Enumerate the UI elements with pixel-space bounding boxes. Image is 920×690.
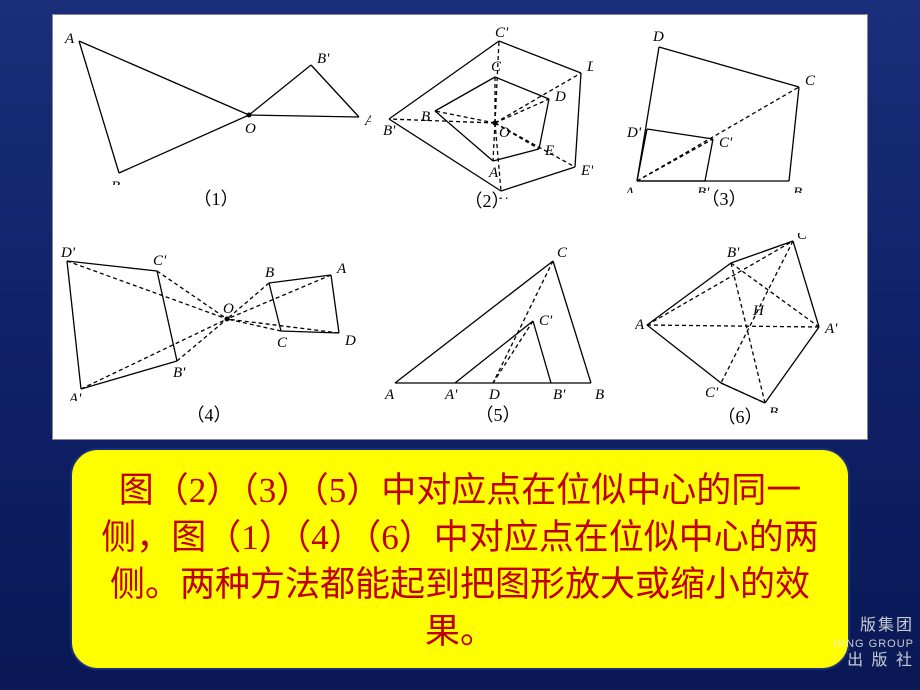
figure-panel: A B O B' A' （1） B' B A A' E E' D D' C C' O （2） A B B' C' C… bbox=[52, 14, 868, 440]
svg-text:E': E' bbox=[580, 163, 593, 179]
figure-6: AA'CC'BB'H （6） bbox=[635, 233, 845, 429]
svg-text:B: B bbox=[421, 109, 430, 125]
figure-3: ABB'C'CDD' （3） bbox=[619, 21, 829, 209]
svg-text:A: A bbox=[488, 165, 499, 181]
svg-text:C': C' bbox=[153, 253, 167, 269]
svg-text:O: O bbox=[499, 125, 510, 141]
svg-text:C: C bbox=[491, 59, 502, 75]
svg-text:B: B bbox=[595, 387, 604, 401]
svg-text:D: D bbox=[488, 387, 500, 401]
watermark: 版集团 HING GROUP 出 版 社 bbox=[833, 616, 914, 672]
figure-1-label: （1） bbox=[61, 185, 371, 211]
svg-text:B': B' bbox=[553, 387, 566, 401]
svg-text:A: A bbox=[635, 317, 645, 333]
svg-text:D: D bbox=[554, 89, 566, 105]
svg-text:D': D' bbox=[60, 245, 76, 261]
svg-text:E: E bbox=[544, 143, 554, 159]
svg-text:C: C bbox=[557, 245, 568, 261]
figure-5: A B C A' B' C' D （5） bbox=[383, 241, 613, 429]
svg-text:C': C' bbox=[495, 25, 509, 41]
caption-text: 图（2）（3）（5）中对应点在位似中心的同一侧，图（1）（4）（6）中对应点在位… bbox=[94, 467, 826, 656]
svg-text:C: C bbox=[277, 335, 288, 351]
svg-text:A: A bbox=[384, 387, 395, 401]
svg-text:B': B' bbox=[317, 51, 330, 67]
svg-text:C': C' bbox=[539, 313, 553, 329]
svg-text:C': C' bbox=[705, 385, 719, 401]
caption-box: 图（2）（3）（5）中对应点在位似中心的同一侧，图（1）（4）（6）中对应点在位… bbox=[70, 448, 850, 670]
svg-text:B': B' bbox=[383, 123, 396, 139]
figure-4-label: （4） bbox=[59, 401, 359, 427]
svg-text:A': A' bbox=[824, 321, 838, 337]
watermark-line2: HING GROUP bbox=[833, 637, 914, 651]
svg-text:O: O bbox=[223, 301, 234, 317]
svg-text:D: D bbox=[652, 29, 664, 45]
figure-2: B'BAA'EE'DD'CC'O （2） bbox=[381, 21, 593, 209]
svg-text:D': D' bbox=[586, 59, 593, 75]
svg-text:B: B bbox=[265, 265, 274, 281]
watermark-line1: 版集团 bbox=[833, 616, 914, 637]
figure-2-label: （2） bbox=[381, 187, 593, 213]
svg-text:O: O bbox=[245, 121, 256, 137]
svg-text:H: H bbox=[752, 303, 765, 319]
svg-text:D': D' bbox=[626, 125, 642, 141]
svg-text:A': A' bbox=[444, 387, 458, 401]
svg-text:B': B' bbox=[727, 245, 740, 261]
svg-text:A': A' bbox=[364, 113, 371, 129]
figure-1: ABOB'A' （1） bbox=[61, 25, 371, 205]
svg-text:D: D bbox=[344, 333, 356, 349]
figure-4: D' C' A' B' O B C A D （4） bbox=[59, 241, 359, 429]
svg-text:B': B' bbox=[173, 365, 186, 381]
svg-text:C: C bbox=[805, 73, 816, 89]
svg-text:C': C' bbox=[719, 135, 733, 151]
watermark-line3: 出 版 社 bbox=[833, 651, 914, 672]
svg-text:A: A bbox=[64, 31, 75, 47]
figure-5-label: （5） bbox=[383, 401, 613, 427]
figure-6-label: （6） bbox=[635, 403, 845, 429]
svg-text:A': A' bbox=[68, 391, 82, 401]
svg-text:C: C bbox=[797, 233, 808, 243]
figure-3-label: （3） bbox=[619, 185, 829, 211]
svg-text:A: A bbox=[336, 261, 347, 277]
